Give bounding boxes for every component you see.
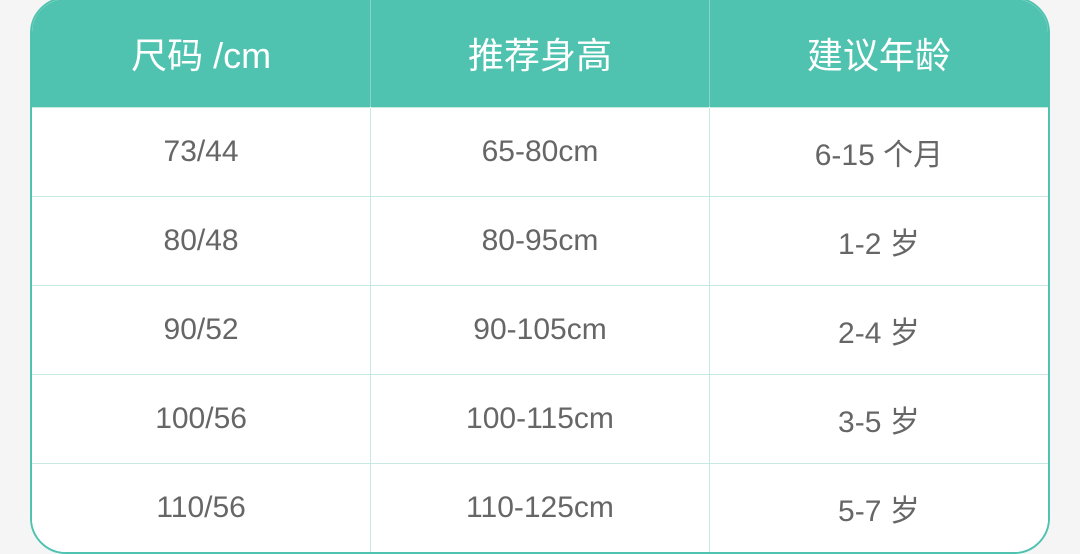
cell-size: 100/56 bbox=[32, 374, 371, 463]
cell-height: 80-95cm bbox=[371, 196, 710, 285]
table-row: 100/56 100-115cm 3-5 岁 bbox=[32, 374, 1048, 463]
cell-age: 3-5 岁 bbox=[709, 374, 1048, 463]
table-header-row: 尺码 /cm 推荐身高 建议年龄 bbox=[32, 0, 1048, 107]
cell-height: 100-115cm bbox=[371, 374, 710, 463]
table-row: 110/56 110-125cm 5-7 岁 bbox=[32, 463, 1048, 552]
cell-height: 90-105cm bbox=[371, 285, 710, 374]
cell-height: 65-80cm bbox=[371, 107, 710, 196]
table-row: 80/48 80-95cm 1-2 岁 bbox=[32, 196, 1048, 285]
size-chart-container: 尺码 /cm 推荐身高 建议年龄 73/44 65-80cm 6-15 个月 8… bbox=[30, 0, 1050, 554]
size-chart-table: 尺码 /cm 推荐身高 建议年龄 73/44 65-80cm 6-15 个月 8… bbox=[32, 0, 1048, 552]
cell-age: 6-15 个月 bbox=[709, 107, 1048, 196]
cell-height: 110-125cm bbox=[371, 463, 710, 552]
header-height: 推荐身高 bbox=[371, 0, 710, 107]
cell-size: 110/56 bbox=[32, 463, 371, 552]
header-size: 尺码 /cm bbox=[32, 0, 371, 107]
cell-age: 2-4 岁 bbox=[709, 285, 1048, 374]
cell-size: 90/52 bbox=[32, 285, 371, 374]
cell-size: 73/44 bbox=[32, 107, 371, 196]
cell-age: 5-7 岁 bbox=[709, 463, 1048, 552]
table-row: 90/52 90-105cm 2-4 岁 bbox=[32, 285, 1048, 374]
table-row: 73/44 65-80cm 6-15 个月 bbox=[32, 107, 1048, 196]
cell-age: 1-2 岁 bbox=[709, 196, 1048, 285]
header-age: 建议年龄 bbox=[709, 0, 1048, 107]
cell-size: 80/48 bbox=[32, 196, 371, 285]
